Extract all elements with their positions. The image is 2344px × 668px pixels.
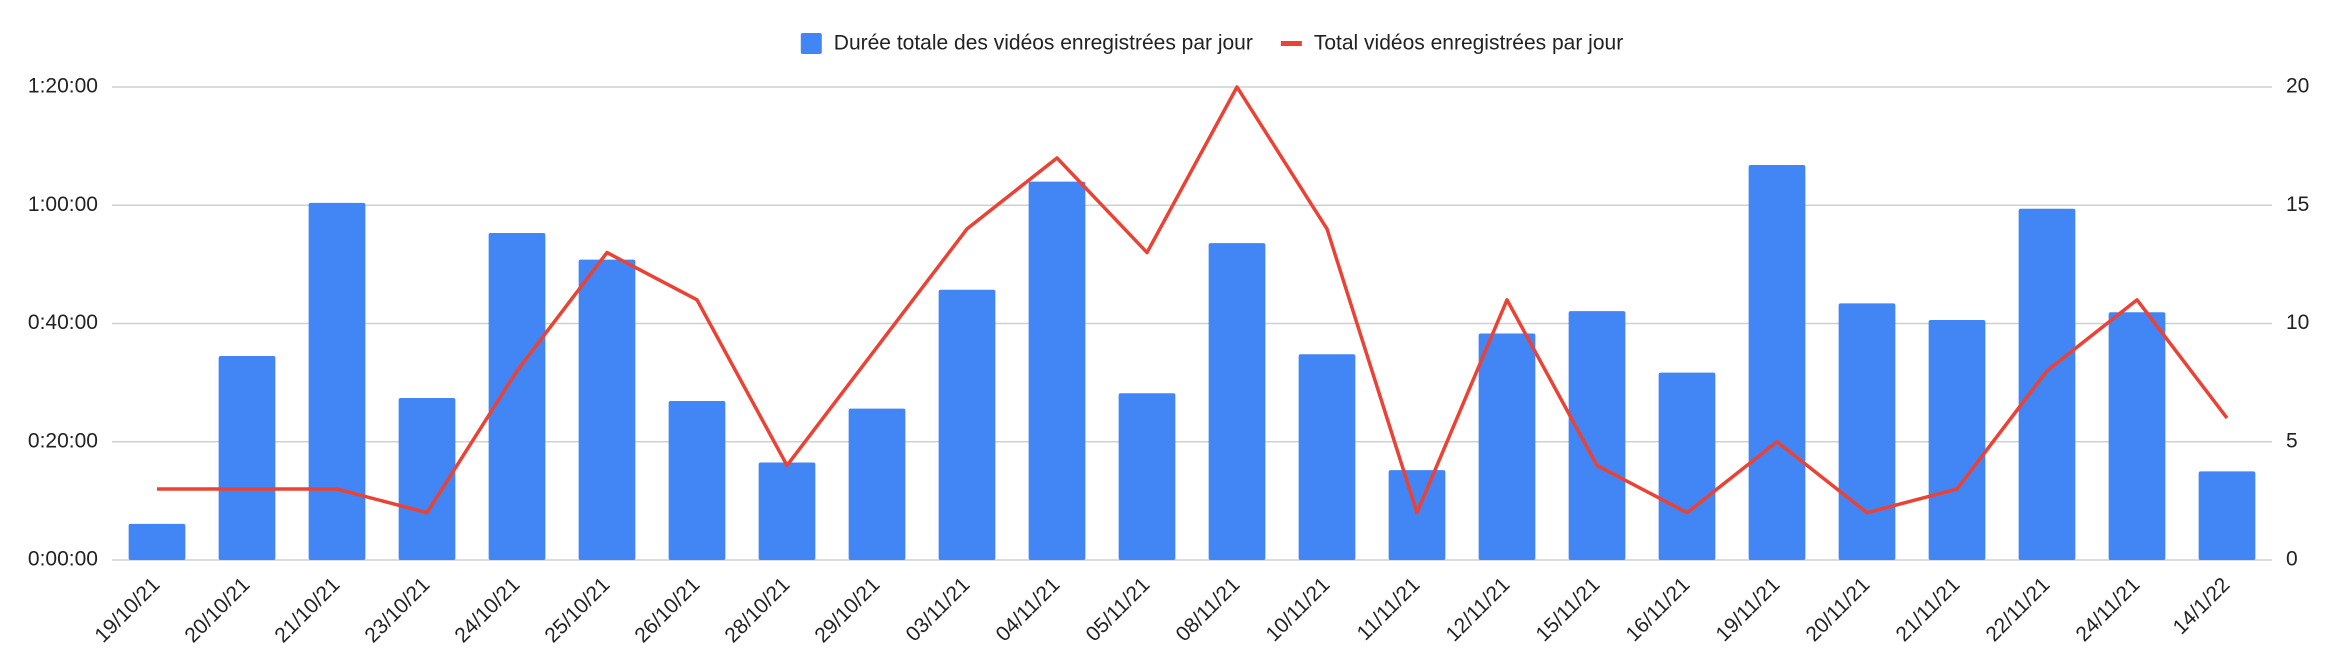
x-tick-label: 04/11/21 bbox=[991, 573, 1064, 646]
y-tick-label: 1:20:00 bbox=[28, 75, 98, 98]
y2-tick-label: 0 bbox=[2286, 548, 2298, 571]
x-tick-label: 24/11/21 bbox=[2071, 573, 2144, 646]
bar bbox=[1568, 311, 1626, 560]
bar bbox=[128, 523, 186, 560]
x-tick-label: 11/11/21 bbox=[1353, 573, 1425, 645]
x-tick-label: 28/10/21 bbox=[720, 573, 794, 647]
bar bbox=[1028, 181, 1086, 560]
y2-tick-label: 5 bbox=[2286, 429, 2298, 452]
x-tick-label: 20/11/21 bbox=[1801, 573, 1874, 646]
bar bbox=[1748, 165, 1806, 561]
y2-tick-label: 10 bbox=[2286, 311, 2309, 334]
bar bbox=[1658, 372, 1716, 560]
legend-label: Total vidéos enregistrées par jour bbox=[1314, 32, 1623, 55]
x-tick-label: 19/11/21 bbox=[1711, 573, 1784, 646]
y2-tick-label: 20 bbox=[2286, 75, 2309, 98]
x-tick-label: 20/10/21 bbox=[180, 573, 254, 647]
bar bbox=[1118, 393, 1176, 560]
bar bbox=[2018, 208, 2076, 561]
x-tick-label: 15/11/21 bbox=[1531, 573, 1604, 646]
bar bbox=[1208, 243, 1266, 560]
bar bbox=[398, 397, 456, 560]
bar bbox=[578, 259, 636, 560]
bar bbox=[938, 289, 996, 560]
line bbox=[157, 85, 2229, 515]
x-tick-label: 21/11/21 bbox=[1891, 573, 1964, 646]
bar bbox=[1298, 354, 1356, 560]
y2-tick-label: 15 bbox=[2286, 193, 2309, 216]
bar bbox=[308, 202, 366, 560]
x-tick-label: 21/10/21 bbox=[270, 573, 344, 647]
bar bbox=[1928, 319, 1986, 560]
bar bbox=[1478, 333, 1536, 560]
y-tick-label: 0:20:00 bbox=[28, 429, 98, 452]
x-tick-label: 29/10/21 bbox=[810, 573, 884, 647]
legend-label: Durée totale des vidéos enregistrées par… bbox=[834, 32, 1253, 55]
x-tick-label: 03/11/21 bbox=[901, 573, 974, 646]
bar bbox=[668, 400, 726, 560]
x-tick-label: 16/11/21 bbox=[1621, 573, 1694, 646]
bar bbox=[848, 408, 906, 560]
x-tick-label: 10/11/21 bbox=[1261, 573, 1334, 646]
legend-swatch bbox=[800, 33, 822, 54]
x-tick-label: 25/10/21 bbox=[540, 573, 614, 647]
y-tick-label: 1:00:00 bbox=[28, 193, 98, 216]
x-tick-label: 14/1/22 bbox=[2169, 573, 2235, 639]
bar bbox=[2198, 471, 2256, 560]
bar bbox=[218, 356, 276, 560]
x-tick-label: 22/11/21 bbox=[1981, 573, 2054, 646]
legend-swatch bbox=[1280, 41, 1302, 46]
x-tick-label: 23/10/21 bbox=[360, 573, 434, 647]
bar bbox=[2108, 312, 2166, 560]
x-tick-label: 24/10/21 bbox=[450, 573, 524, 647]
bar bbox=[1838, 303, 1896, 560]
bar bbox=[1388, 470, 1446, 560]
y-tick-label: 0:00:00 bbox=[28, 548, 98, 571]
legend: Durée totale des vidéos enregistrées par… bbox=[800, 32, 1623, 55]
x-tick-label: 19/10/21 bbox=[90, 573, 164, 647]
x-tick-label: 08/11/21 bbox=[1171, 573, 1244, 646]
bar bbox=[758, 462, 816, 560]
bar bbox=[488, 233, 546, 560]
x-tick-label: 26/10/21 bbox=[630, 573, 704, 647]
x-tick-label: 05/11/21 bbox=[1081, 573, 1154, 646]
y-tick-label: 0:40:00 bbox=[28, 311, 98, 334]
x-tick-label: 12/11/21 bbox=[1441, 573, 1514, 646]
